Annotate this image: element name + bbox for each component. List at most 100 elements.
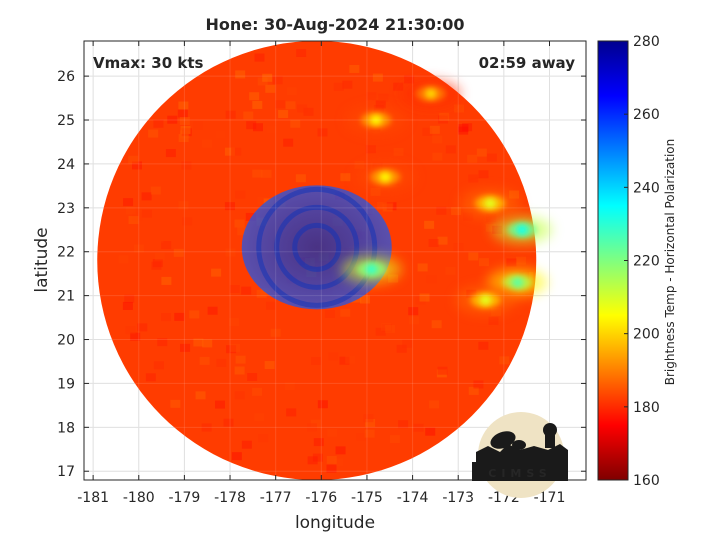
texture-cell bbox=[278, 110, 289, 119]
texture-cell bbox=[436, 206, 447, 215]
cbar-tick-label-3: 220 bbox=[633, 254, 660, 270]
y-tick-label-8: 25 bbox=[57, 113, 75, 129]
texture-cell bbox=[389, 435, 400, 444]
y-tick-label-1: 18 bbox=[57, 420, 75, 436]
texture-cell bbox=[128, 216, 139, 225]
texture-cell bbox=[306, 423, 317, 432]
texture-cell bbox=[231, 147, 242, 156]
texture-cell bbox=[366, 92, 377, 101]
texture-cell bbox=[340, 173, 351, 182]
y-tick-label-2: 19 bbox=[57, 376, 75, 392]
cold-feature-1 bbox=[492, 215, 553, 244]
texture-cell bbox=[178, 201, 189, 210]
texture-cell bbox=[478, 258, 489, 267]
texture-cell bbox=[170, 399, 181, 408]
texture-cell bbox=[199, 356, 210, 365]
texture-cell bbox=[224, 147, 235, 156]
texture-cell bbox=[408, 307, 419, 316]
texture-cell bbox=[174, 312, 185, 321]
texture-cell bbox=[393, 82, 404, 91]
texture-cell bbox=[354, 160, 365, 169]
texture-cell bbox=[254, 53, 265, 62]
texture-cell bbox=[377, 201, 388, 210]
texture-cell bbox=[425, 427, 436, 436]
texture-cell bbox=[125, 326, 136, 335]
x-tick-label-2: -179 bbox=[169, 490, 201, 506]
texture-cell bbox=[181, 128, 192, 137]
texture-cell bbox=[202, 139, 213, 148]
texture-cell bbox=[349, 64, 360, 73]
texture-cell bbox=[313, 438, 324, 447]
texture-cell bbox=[468, 174, 479, 183]
texture-cell bbox=[225, 110, 236, 119]
cold-feature-core bbox=[370, 115, 383, 126]
x-tick-label-5: -176 bbox=[305, 490, 337, 506]
texture-cell bbox=[141, 192, 152, 201]
texture-cell bbox=[382, 203, 393, 212]
texture-cell bbox=[224, 202, 235, 211]
texture-cell bbox=[132, 212, 143, 221]
texture-cell bbox=[445, 266, 456, 275]
texture-cell bbox=[275, 100, 286, 109]
texture-cell bbox=[256, 289, 267, 298]
x-tick-label-7: -174 bbox=[397, 490, 429, 506]
y-tick-label-3: 20 bbox=[57, 333, 75, 349]
texture-cell bbox=[458, 124, 469, 133]
texture-cell bbox=[157, 338, 168, 347]
texture-cell bbox=[473, 380, 484, 389]
texture-cell bbox=[458, 126, 469, 135]
texture-cell bbox=[230, 343, 241, 352]
cold-feature-core bbox=[424, 88, 437, 99]
texture-cell bbox=[133, 244, 144, 253]
texture-cell bbox=[364, 429, 375, 438]
texture-cell bbox=[295, 174, 306, 183]
texture-cell bbox=[249, 92, 260, 101]
texture-cell bbox=[161, 241, 172, 250]
texture-cell bbox=[225, 248, 236, 257]
texture-cell bbox=[317, 128, 328, 137]
texture-cell bbox=[454, 104, 465, 113]
cbar-tick-label-6: 280 bbox=[633, 34, 660, 50]
texture-cell bbox=[363, 414, 374, 423]
cold-features bbox=[341, 79, 553, 315]
spiral-ring-1 bbox=[274, 204, 360, 290]
texture-cell bbox=[365, 145, 376, 154]
texture-cell bbox=[182, 217, 193, 226]
texture-cell bbox=[154, 252, 165, 261]
y-axis-label: latitude bbox=[32, 227, 52, 292]
y-tick-label-9: 26 bbox=[57, 69, 75, 85]
spiral-ring-2 bbox=[256, 186, 378, 308]
cold-feature-core bbox=[365, 264, 378, 275]
texture-cell bbox=[286, 408, 297, 417]
texture-cell bbox=[340, 308, 351, 317]
texture-cell bbox=[243, 111, 254, 120]
texture-cell bbox=[207, 306, 218, 315]
texture-cell bbox=[432, 152, 443, 161]
texture-cell bbox=[153, 119, 164, 128]
texture-cell bbox=[478, 170, 489, 179]
x-tick-label-0: -181 bbox=[77, 490, 109, 506]
x-tick-label-3: -178 bbox=[214, 490, 246, 506]
cbar-tick-label-4: 240 bbox=[633, 180, 660, 196]
vmax-label: Vmax: 30 kts bbox=[93, 54, 203, 72]
texture-cell bbox=[181, 161, 192, 170]
texture-cell bbox=[375, 327, 386, 336]
texture-cell bbox=[234, 366, 245, 375]
texture-cell bbox=[506, 258, 517, 267]
x-tick-label-8: -173 bbox=[442, 490, 474, 506]
texture-cell bbox=[265, 84, 276, 93]
texture-cell bbox=[231, 452, 242, 461]
texture-cell bbox=[342, 80, 353, 89]
texture-cell bbox=[372, 73, 383, 82]
texture-cell bbox=[428, 239, 439, 248]
texture-cell bbox=[296, 48, 307, 57]
texture-cell bbox=[285, 101, 296, 110]
texture-cell bbox=[437, 366, 448, 375]
texture-cell bbox=[462, 123, 473, 132]
texture-cell bbox=[290, 119, 301, 128]
texture-cell bbox=[317, 400, 328, 409]
texture-cell bbox=[378, 93, 389, 102]
cbar-tick-label-0: 160 bbox=[633, 473, 660, 489]
y-axis-ticks: 17 18 19 20 21 22 23 24 25 26 bbox=[57, 69, 586, 480]
texture-cell bbox=[429, 125, 440, 134]
